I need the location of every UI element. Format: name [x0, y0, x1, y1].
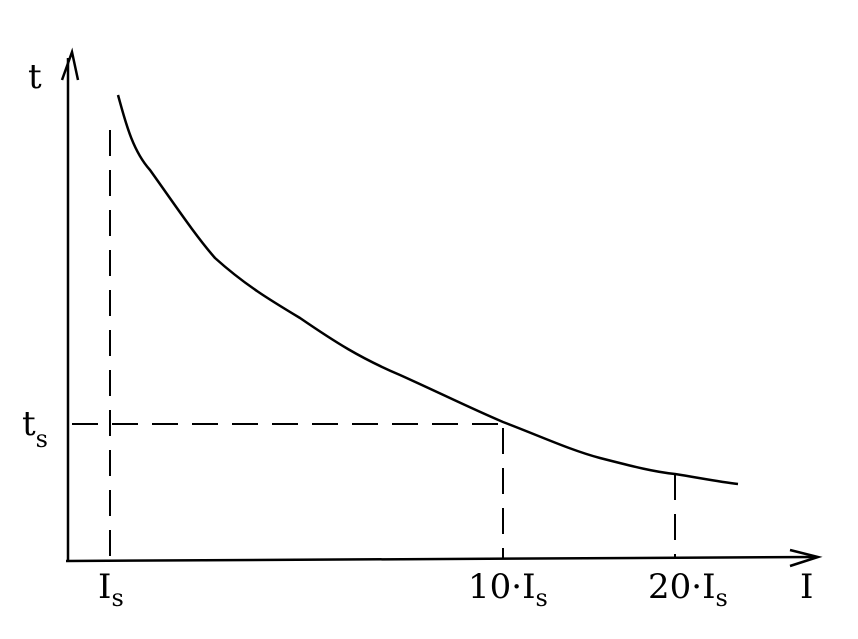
curve: [116, 94, 739, 486]
x-arrow: [789, 548, 823, 568]
label-base: 10·I: [468, 567, 536, 607]
y-axis-label: t: [28, 57, 42, 97]
label-base: I: [98, 567, 111, 607]
label-sub: s: [111, 584, 123, 612]
y-arrow: [60, 47, 80, 81]
label-sub: s: [36, 425, 48, 453]
ts-label: ts: [22, 404, 48, 453]
10is-label: 10·Is: [468, 567, 548, 612]
20is-label: 20·Is: [648, 567, 728, 612]
x-axis-label: I: [800, 567, 813, 607]
label-base: t: [22, 404, 36, 444]
is-label: Is: [98, 567, 124, 612]
label-base: 20·I: [648, 567, 716, 607]
label-sub: s: [536, 584, 548, 612]
label-sub: s: [716, 584, 728, 612]
x-axis: [65, 555, 816, 563]
